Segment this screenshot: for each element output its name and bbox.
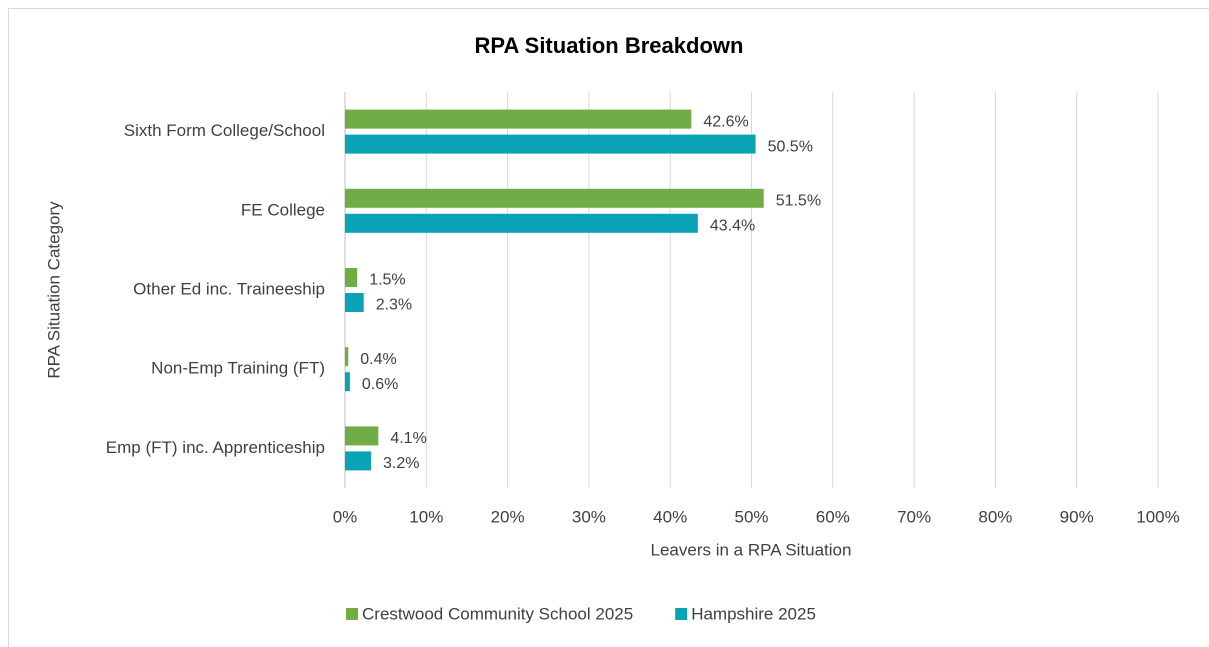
x-tick-label: 50% — [734, 507, 768, 526]
x-tick-label: 80% — [978, 507, 1012, 526]
x-tick-label: 70% — [897, 507, 931, 526]
legend-swatch — [675, 608, 688, 620]
x-axis-label: Leavers in a RPA Situation — [651, 540, 852, 559]
x-tick-label: 40% — [653, 507, 687, 526]
value-label: 1.5% — [369, 272, 405, 289]
chart-title: RPA Situation Breakdown — [475, 33, 744, 58]
bar — [345, 372, 350, 392]
x-tick-label: 10% — [409, 507, 443, 526]
value-label: 4.1% — [390, 430, 426, 447]
bar — [345, 134, 756, 154]
x-tick-label: 20% — [491, 507, 525, 526]
legend-label: Hampshire 2025 — [691, 604, 816, 623]
y-tick-label: Emp (FT) inc. Apprenticeship — [106, 438, 325, 457]
x-tick-label: 30% — [572, 507, 606, 526]
y-tick-label: Other Ed inc. Traineeship — [133, 279, 325, 298]
value-label: 0.6% — [362, 376, 398, 393]
y-tick-label: Sixth Form College/School — [124, 121, 325, 140]
bar — [345, 347, 349, 367]
value-label: 51.5% — [776, 193, 821, 210]
bar — [345, 109, 692, 129]
chart-frame — [8, 8, 1209, 647]
x-tick-label: 90% — [1060, 507, 1094, 526]
value-label: 3.2% — [383, 455, 419, 472]
y-tick-label: Non-Emp Training (FT) — [151, 359, 325, 378]
y-axis-label: RPA Situation Category — [44, 201, 63, 379]
legend-swatch — [346, 608, 358, 620]
x-tick-label: 60% — [816, 507, 850, 526]
value-label: 0.4% — [360, 351, 396, 368]
bar — [345, 293, 364, 312]
x-tick-label: 0% — [333, 507, 358, 526]
x-tick-label: 100% — [1136, 507, 1179, 526]
value-label: 2.3% — [376, 297, 412, 314]
bar — [345, 451, 372, 471]
legend-label: Crestwood Community School 2025 — [362, 604, 633, 623]
bar — [345, 426, 379, 446]
bar — [345, 188, 764, 208]
value-label: 50.5% — [768, 138, 813, 155]
y-tick-label: FE College — [241, 200, 325, 219]
value-label: 42.6% — [703, 113, 748, 130]
bar — [345, 213, 698, 233]
bar — [345, 268, 358, 287]
value-label: 43.4% — [710, 218, 755, 235]
